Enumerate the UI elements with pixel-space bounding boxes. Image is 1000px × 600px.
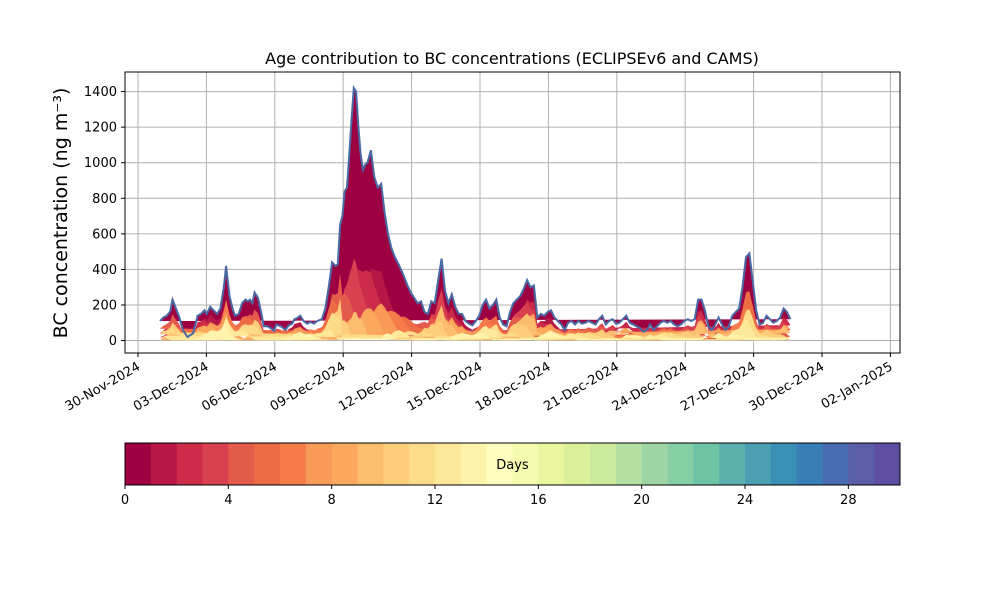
y-axis-label: BC concentration (ng m⁻³) xyxy=(50,88,72,339)
y-tick-label: 1000 xyxy=(84,156,117,171)
colorbar-segment xyxy=(150,443,178,485)
x-tick-label: 27-Dec-2024 xyxy=(678,359,758,414)
colorbar-segment xyxy=(874,443,901,485)
age-area-layers xyxy=(160,88,791,341)
x-tick-label: 02-Jan-2025 xyxy=(819,359,896,412)
chart-title: Age contribution to BC concentrations (E… xyxy=(265,49,759,68)
colorbar-segment xyxy=(512,443,539,485)
colorbar-segment xyxy=(435,443,462,485)
colorbar-tick-label: 24 xyxy=(737,493,754,508)
colorbar-segment xyxy=(796,443,823,485)
colorbar-segment xyxy=(357,443,384,485)
x-tick-label: 09-Dec-2024 xyxy=(268,359,348,414)
x-tick-label: 12-Dec-2024 xyxy=(336,359,416,414)
colorbar-tick-label: 20 xyxy=(633,493,650,508)
colorbar-segment xyxy=(693,443,720,485)
y-tick-label: 400 xyxy=(92,263,117,278)
colorbar-segment xyxy=(254,443,281,485)
age-layer-0 xyxy=(160,88,791,337)
x-tick-label: 30-Nov-2024 xyxy=(63,359,143,414)
colorbar-segment xyxy=(641,443,668,485)
colorbar-segment xyxy=(460,443,488,485)
age-layer-6 xyxy=(160,299,791,341)
colorbar-segment xyxy=(202,443,229,485)
y-tick-label: 200 xyxy=(92,298,117,313)
colorbar-segment xyxy=(125,443,152,485)
colorbar-tick-label: 16 xyxy=(530,493,547,508)
colorbar-frame xyxy=(124,442,901,486)
y-tick-label: 1400 xyxy=(84,85,117,100)
colorbar-segment xyxy=(176,443,203,485)
y-tick-label: 0 xyxy=(109,334,117,349)
colorbar-segment xyxy=(409,443,436,485)
colorbar-segment xyxy=(486,443,513,485)
colorbar-segment xyxy=(538,443,565,485)
colorbar-segment xyxy=(719,443,746,485)
total-line xyxy=(159,84,792,339)
x-tick-label: 03-Dec-2024 xyxy=(131,359,211,414)
x-axis: 30-Nov-202403-Dec-202406-Dec-202409-Dec-… xyxy=(63,353,896,415)
x-tick-label: 21-Dec-2024 xyxy=(541,359,621,414)
colorbar-tick-label: 4 xyxy=(224,493,232,508)
colorbar-segment xyxy=(848,443,875,485)
colorbar-segment xyxy=(305,443,333,485)
x-tick-label: 30-Dec-2024 xyxy=(747,359,827,414)
age-layer-13 xyxy=(160,322,791,341)
colorbar-tick-label: 12 xyxy=(427,493,444,508)
y-tick-label: 600 xyxy=(92,227,117,242)
colorbar: Days 0 4 8 12 16 20 24 28 xyxy=(121,442,901,508)
age-layer-8 xyxy=(160,308,791,341)
colorbar-segment xyxy=(564,443,591,485)
x-tick-label: 06-Dec-2024 xyxy=(199,359,279,414)
x-tick-label: 24-Dec-2024 xyxy=(610,359,690,414)
x-tick-label: 18-Dec-2024 xyxy=(473,359,553,414)
grid xyxy=(125,72,900,353)
colorbar-tick-label: 8 xyxy=(328,493,336,508)
colorbar-tick-label: 28 xyxy=(840,493,857,508)
colorbar-tick-label: 0 xyxy=(121,493,129,508)
colorbar-segment xyxy=(770,443,798,485)
total-concentration-line xyxy=(159,84,792,339)
colorbar-segment xyxy=(615,443,643,485)
plot-frame xyxy=(124,71,901,354)
colorbar-segment xyxy=(590,443,617,485)
y-tick-label: 1200 xyxy=(84,121,117,136)
colorbar-segment xyxy=(331,443,358,485)
colorbar-segment xyxy=(745,443,772,485)
colorbar-segment xyxy=(280,443,307,485)
colorbar-segment xyxy=(383,443,410,485)
age-layer-12 xyxy=(160,316,791,341)
colorbar-label: Days xyxy=(496,458,529,473)
colorbar-segment xyxy=(822,443,849,485)
colorbar-segment xyxy=(667,443,694,485)
y-tick-label: 800 xyxy=(92,192,117,207)
y-axis: 0 200 400 600 800 1000 1200 1400 xyxy=(84,85,125,349)
x-tick-label: 15-Dec-2024 xyxy=(405,359,485,414)
colorbar-segment xyxy=(228,443,255,485)
